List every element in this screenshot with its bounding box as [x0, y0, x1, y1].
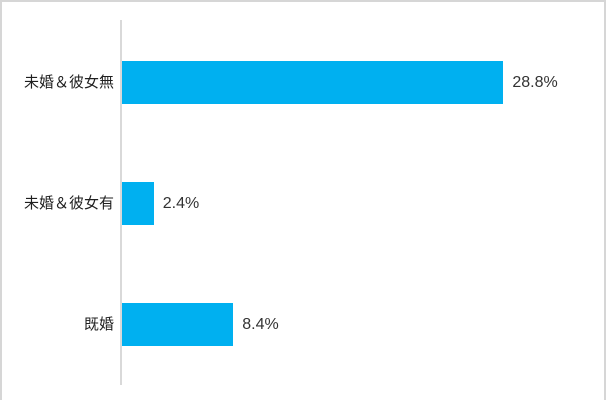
value-label: 2.4%	[162, 195, 200, 212]
bar-row: 既婚 8.4%	[2, 303, 604, 346]
bar-segment	[122, 61, 504, 104]
category-label: 未婚＆彼女有	[23, 195, 114, 212]
bar-track: 8.4%	[122, 303, 604, 346]
category-label: 未婚＆彼女無	[23, 74, 114, 91]
value-label: 28.8%	[512, 74, 558, 91]
bar-segment	[122, 303, 234, 346]
bar-track: 28.8%	[122, 61, 604, 104]
bar-row: 未婚＆彼女有 2.4%	[2, 182, 604, 225]
y-axis-line	[120, 20, 122, 385]
category-label: 既婚	[83, 316, 114, 333]
bar-segment	[122, 182, 154, 225]
bar-track: 2.4%	[122, 182, 604, 225]
bar-row: 未婚＆彼女無 28.8%	[2, 61, 604, 104]
value-label: 8.4%	[242, 316, 279, 333]
